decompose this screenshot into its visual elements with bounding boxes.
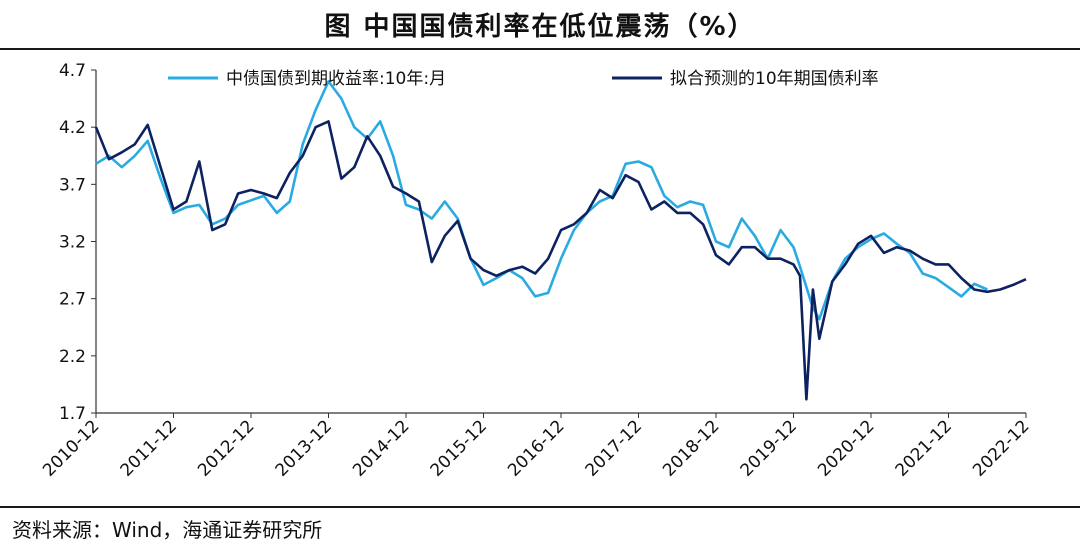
legend-item-fitted-yield-label: 拟合预测的10年期国债利率 (670, 69, 879, 89)
title-bar: 图 中国国债利率在低位震荡（%） (0, 0, 1080, 50)
x-tick-label: 2018-12 (659, 416, 723, 480)
x-tick-label: 2013-12 (272, 416, 336, 480)
footer: 资料来源：Wind，海通证券研究所 (0, 506, 1080, 548)
y-tick-label: 4.7 (59, 61, 86, 81)
x-tick-label: 2010-12 (39, 416, 103, 480)
y-tick-label: 3.2 (59, 233, 86, 253)
x-tick-label: 2012-12 (194, 416, 258, 480)
x-tick-label: 2011-12 (117, 416, 181, 480)
x-tick-label: 2014-12 (349, 416, 413, 480)
y-tick-label: 4.2 (59, 118, 86, 138)
source-note: 资料来源：Wind，海通证券研究所 (12, 518, 323, 542)
y-tick-label: 2.7 (59, 290, 86, 310)
series-line-fitted-yield (94, 120, 1027, 401)
y-tick-label: 1.7 (59, 404, 86, 424)
x-tick-label: 2020-12 (814, 416, 878, 480)
x-tick-label: 2021-12 (892, 416, 956, 480)
x-tick-label: 2019-12 (737, 416, 801, 480)
series-line-actual-yield (95, 80, 988, 321)
x-tick-label: 2022-12 (969, 416, 1033, 480)
legend-item-actual-yield-label: 中债国债到期收益率:10年:月 (226, 69, 446, 89)
x-tick-label: 2017-12 (582, 416, 646, 480)
x-tick-label: 2016-12 (504, 416, 568, 480)
y-tick-label: 2.2 (59, 347, 86, 367)
y-tick-label: 3.7 (59, 175, 86, 195)
chart-title: 图 中国国债利率在低位震荡（%） (324, 11, 756, 42)
x-tick-label: 2015-12 (427, 416, 491, 480)
